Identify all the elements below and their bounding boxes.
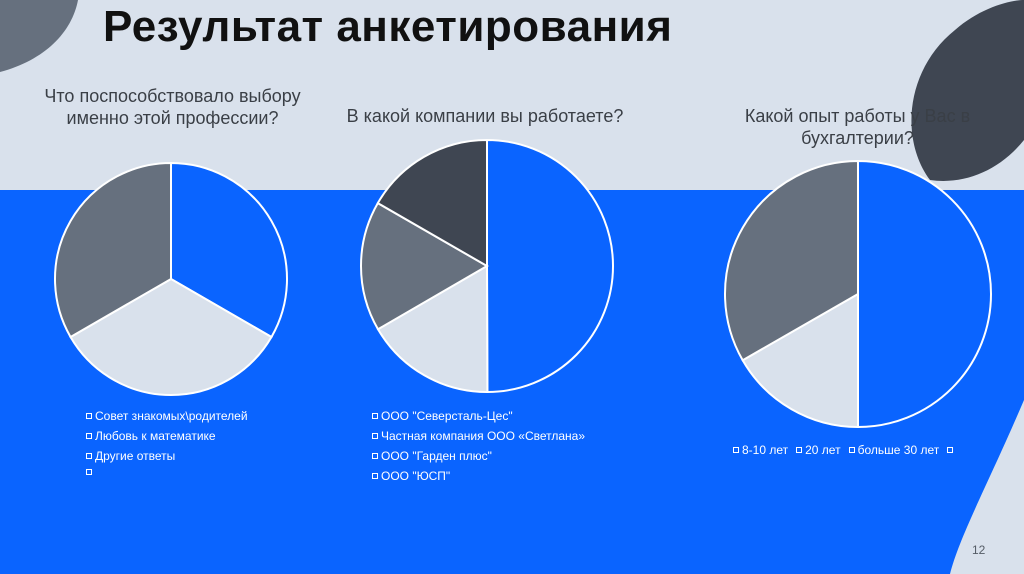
- legend-marker: [796, 447, 803, 453]
- pie-slice-2: [741, 292, 859, 429]
- legend-profession: Совет знакомых\родителей Любовь к матема…: [86, 409, 248, 481]
- legend-label: Другие ответы: [95, 449, 176, 463]
- legend-company: ООО "Северсталь-Цес" Частная компания ОО…: [372, 409, 585, 489]
- legend-item: ООО "Гарден плюс": [372, 449, 585, 463]
- pie-slice-1: [486, 138, 614, 394]
- legend-label: больше 30 лет: [857, 443, 940, 457]
- legend-label: Совет знакомых\родителей: [95, 409, 248, 423]
- legend-label: 8-10 лет: [742, 443, 789, 457]
- chart-2-title: В какой компании вы работаете?: [346, 106, 624, 126]
- legend-label: Частная компания ООО «Светлана»: [381, 429, 586, 443]
- legend-marker: [372, 433, 378, 439]
- legend-marker: [86, 413, 92, 419]
- legend-label: ООО "Северсталь-Цес": [381, 409, 513, 423]
- legend-item: Другие ответы: [86, 449, 248, 463]
- top-right-leaf-decoration: [911, 0, 1024, 181]
- slide-title: Результат анкетирования: [103, 2, 673, 51]
- legend-item: больше 30 лет: [848, 443, 940, 457]
- legend-marker: [86, 433, 92, 439]
- legend-label: ООО "ЮСП": [381, 469, 451, 483]
- top-left-leaf-decoration: [0, 0, 78, 72]
- legend-item: Любовь к математике: [86, 429, 248, 443]
- legend-item: 8-10 лет: [733, 443, 788, 457]
- legend-label: Любовь к математике: [95, 429, 216, 443]
- pie-slice-3: [724, 159, 859, 362]
- legend-item: ООО "ЮСП": [372, 469, 585, 483]
- legend-item: Частная компания ООО «Светлана»: [372, 429, 585, 443]
- legend-marker: [372, 453, 378, 459]
- pie-slice-1: [170, 161, 288, 339]
- legend-marker: [733, 447, 739, 453]
- legend-marker: [848, 447, 855, 453]
- legend-item: [947, 447, 956, 453]
- legend-marker: [372, 473, 378, 479]
- pie-slice-2: [376, 264, 489, 393]
- page-number: 12: [972, 543, 986, 557]
- chart-3-title: Какой опыт работы у Вас в бухгалтерии?: [744, 106, 971, 148]
- pie-slice-1: [857, 159, 992, 429]
- legend-marker: [372, 413, 378, 419]
- chart-1-title: Что поспособствовало выбору именно этой …: [44, 86, 301, 128]
- legend-marker: [86, 453, 92, 459]
- legend-item: [86, 469, 248, 475]
- legend-marker: [86, 469, 92, 475]
- legend-label: ООО "Гарден плюс": [381, 449, 492, 463]
- pie-slice-4: [376, 138, 488, 268]
- legend-experience: 8-10 лет 20 лет больше 30 лет: [733, 443, 964, 457]
- legend-item: Совет знакомых\родителей: [86, 409, 248, 423]
- legend-item: 20 лет: [796, 443, 841, 457]
- pie-slice-3: [360, 201, 489, 331]
- pie-slice-3: [54, 161, 172, 339]
- legend-marker: [947, 447, 954, 453]
- legend-item: ООО "Северсталь-Цес": [372, 409, 585, 423]
- legend-label: 20 лет: [805, 443, 841, 457]
